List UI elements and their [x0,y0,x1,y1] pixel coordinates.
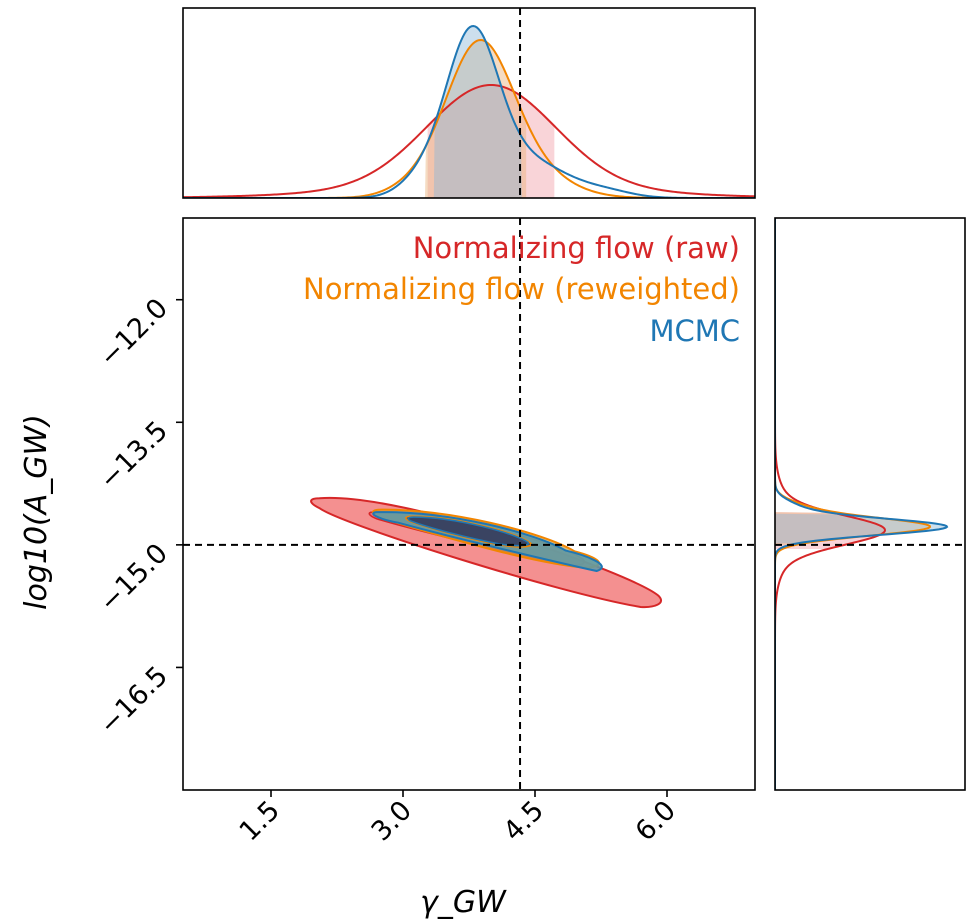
gamma-mcmc-curve [183,24,755,198]
legend: Normalizing flow (raw) Normalizing flow … [303,231,740,348]
y-axis-label: log10(A_GW) [19,414,54,610]
amplitude-raw-interval-fill [775,512,885,549]
y-tick-label: −15.0 [94,538,174,618]
joint-panel: 1.5 3.0 4.5 6.0 −12.0 −13.5 −15.0 −16.5 Normal… [94,217,756,847]
x-tick-label: 4.5 [498,795,550,847]
x-tick-label: 3.0 [366,795,418,847]
x-tick-label: 6.0 [630,795,682,847]
gamma-marginal-panel [182,7,756,199]
amplitude-raw-curve [775,218,887,790]
contour-raw-outer [310,496,663,609]
x-axis-label: γ_GW [420,885,507,920]
legend-entry-reweighted: Normalizing flow (reweighted) [303,272,740,306]
amplitude-marginal-frame [774,217,966,791]
joint-contours [310,496,663,609]
y-tick-label: −16.5 [94,660,174,740]
gamma-raw-curve [183,83,755,198]
amplitude-reweighted-curve [775,218,932,790]
amplitude-mcmc-curve [775,218,949,790]
y-axis-ticks: −12.0 −13.5 −15.0 −16.5 [94,293,183,741]
gamma-marginal-frame [182,7,756,199]
amplitude-marginal-panel [774,217,966,791]
amplitude-reweighted-interval-fill [775,512,930,545]
y-tick-label: −13.5 [94,415,174,495]
gamma-reweighted-interval-fill [425,40,527,198]
x-tick-label: 1.5 [234,795,286,847]
gamma-mcmc-interval-fill [433,26,522,198]
amplitude-marginal-curves [775,218,949,790]
x-axis-ticks: 1.5 3.0 4.5 6.0 [234,790,682,847]
y-tick-label: −12.0 [94,293,174,373]
legend-entry-mcmc: MCMC [649,314,740,348]
joint-frame [182,217,756,791]
legend-entry-raw: Normalizing flow (raw) [413,231,740,265]
